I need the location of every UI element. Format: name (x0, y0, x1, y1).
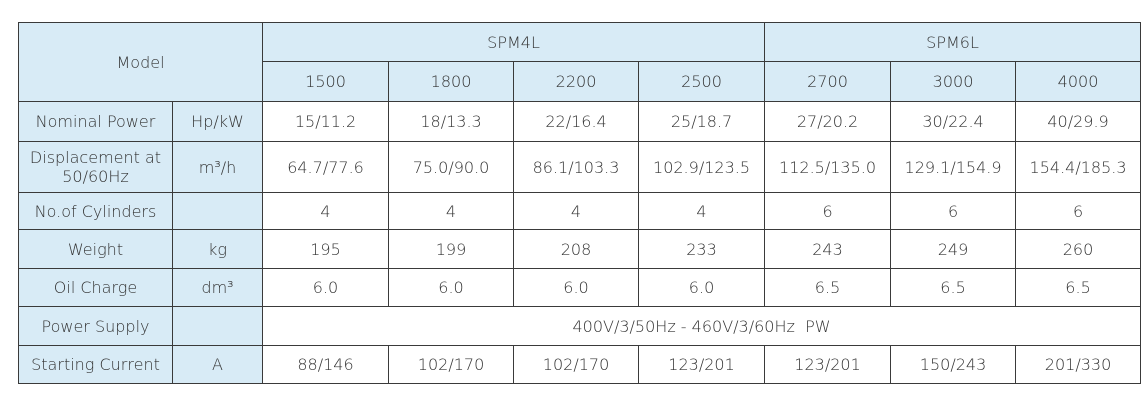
value-cell: 102/170 (513, 345, 640, 384)
speed-header: 3000 (890, 61, 1017, 102)
table-body: Model SPM4L SPM6L 1500 1800 2200 2500 2700 3000 4… (17, 22, 1142, 384)
row-unit (171, 192, 264, 230)
speed-header: 1500 (262, 61, 390, 102)
table-row: Displacement at 50/60Hz m³/h 64.7/77.6 75.0… (18, 141, 1142, 193)
value-cell: 64.7/77.6 (262, 141, 390, 193)
value-cell: 75.0/90.0 (388, 141, 515, 193)
value-cell: 4 (513, 192, 640, 230)
value-cell: 123/201 (764, 345, 892, 384)
value-cell: 4 (388, 192, 515, 230)
value-cell: 30/22.4 (890, 101, 1017, 142)
value-cell: 40/29.9 (1015, 101, 1142, 142)
speed-header: 2700 (764, 61, 892, 102)
value-cell: 150/243 (890, 345, 1017, 384)
row-label: Starting Current (18, 345, 173, 384)
value-cell: 243 (764, 229, 892, 269)
value-cell: 6.0 (262, 268, 390, 307)
row-label: No.of Cylinders (18, 192, 173, 230)
value-cell: 22/16.4 (513, 101, 640, 142)
row-label: Weight (18, 229, 173, 269)
value-cell: 6.0 (513, 268, 640, 307)
row-unit: m³/h (171, 141, 264, 193)
value-cell: 112.5/135.0 (764, 141, 892, 193)
value-cell: 260 (1015, 229, 1142, 269)
group-header: SPM6L (764, 22, 1142, 62)
table-row: Weight kg 195 199 208 233 243 249 260 (18, 229, 1142, 269)
value-cell: 102/170 (388, 345, 515, 384)
speed-header: 2500 (638, 61, 766, 102)
value-cell: 18/13.3 (388, 101, 515, 142)
table-row: Oil Charge dm³ 6.0 6.0 6.0 6.0 6.5 6.5 6.5 (18, 268, 1142, 307)
value-cell: 195 (262, 229, 390, 269)
value-cell: 4 (638, 192, 766, 230)
value-cell: 86.1/103.3 (513, 141, 640, 193)
group-header: SPM4L (262, 22, 766, 62)
speed-header: 4000 (1015, 61, 1142, 102)
value-cell: 6.5 (1015, 268, 1142, 307)
value-cell: 233 (638, 229, 766, 269)
value-cell: 208 (513, 229, 640, 269)
value-cell: 123/201 (638, 345, 766, 384)
value-cell: 154.4/185.3 (1015, 141, 1142, 193)
value-cell: 6 (890, 192, 1017, 230)
row-unit: A (171, 345, 264, 384)
table-row: Power Supply 400V/3/50Hz - 460V/3/60Hz PW (18, 306, 1142, 346)
spec-table: Model SPM4L SPM6L 1500 1800 2200 2500 2700 3000 4… (17, 22, 1142, 384)
value-cell: 4 (262, 192, 390, 230)
value-cell: 6.0 (388, 268, 515, 307)
value-cell: 201/330 (1015, 345, 1142, 384)
value-cell: 25/18.7 (638, 101, 766, 142)
value-cell: 6 (764, 192, 892, 230)
value-cell: 102.9/123.5 (638, 141, 766, 193)
value-cell: 27/20.2 (764, 101, 892, 142)
row-label: Nominal Power (18, 101, 173, 142)
value-cell: 400V/3/50Hz - 460V/3/60Hz PW (262, 306, 1142, 346)
row-label: Oil Charge (18, 268, 173, 307)
value-cell: 6.5 (890, 268, 1017, 307)
value-cell: 6 (1015, 192, 1142, 230)
row-label: Power Supply (18, 306, 173, 346)
row-unit: Hp/kW (171, 101, 264, 142)
table-row: No.of Cylinders 4 4 4 4 6 6 6 (18, 192, 1142, 230)
table-row: 1500 1800 2200 2500 2700 3000 4000 (19, 61, 1142, 102)
value-cell: 129.1/154.9 (890, 141, 1017, 193)
value-cell: 199 (388, 229, 515, 269)
value-cell: 88/146 (262, 345, 390, 384)
row-unit: dm³ (171, 268, 264, 307)
table-row: Model SPM4L SPM6L (17, 22, 1142, 102)
value-cell: 249 (890, 229, 1017, 269)
table-row: Starting Current A 88/146 102/170 102/170 123… (18, 345, 1142, 384)
row-label: Displacement at 50/60Hz (18, 141, 173, 193)
value-cell: 6.5 (764, 268, 892, 307)
value-cell: 15/11.2 (262, 101, 390, 142)
model-header: Model (17, 22, 264, 102)
value-cell: 6.0 (638, 268, 766, 307)
row-unit: kg (171, 229, 264, 269)
row-unit (171, 306, 264, 346)
speed-header: 1800 (388, 61, 515, 102)
table-row: Nominal Power Hp/kW 15/11.2 18/13.3 22/16.4 2… (18, 101, 1142, 142)
speed-header: 2200 (513, 61, 640, 102)
